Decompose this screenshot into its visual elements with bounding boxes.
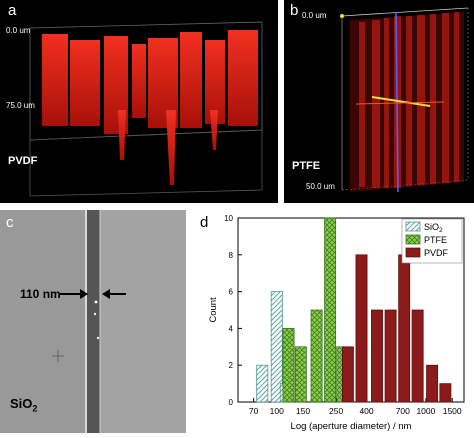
legend-label-sub: 2: [439, 227, 443, 234]
chart-axes: 0 2 4 6 8 10 70 100 150 250 400 700 1000 1500 Log (ape…: [208, 214, 465, 432]
x-tick-label: 250: [329, 406, 343, 416]
panel-c-material-main: SiO: [10, 396, 33, 411]
panel-b-ptfe-confocal: b 0.0 um 50.0 um PTFE: [284, 0, 474, 203]
x-tick-label: 100: [270, 406, 284, 416]
x-axis-label: Log (aperture diameter) / nm: [291, 421, 412, 432]
ptfe-bar: [310, 309, 323, 403]
panel-c-label: c: [6, 214, 14, 231]
x-tick-label: 150: [296, 406, 310, 416]
y-tick-label: 6: [229, 288, 234, 297]
ptfe-bar: [294, 346, 307, 403]
pvdf-bar: [341, 346, 354, 403]
y-tick-label: 8: [229, 251, 234, 260]
sio2-legend-label: SiO2: [424, 222, 443, 234]
ptfe-confocal-image: [340, 7, 469, 193]
panel-a-depth-mid: 75.0 um: [6, 101, 35, 110]
sio2-bar: [256, 364, 269, 403]
x-tick-label: 1500: [443, 406, 462, 416]
panel-b-depth-top: 0.0 um: [302, 11, 327, 20]
y-tick-label: 2: [229, 361, 234, 370]
panel-b-label: b: [290, 2, 299, 19]
sio2-bar: [270, 291, 283, 403]
pvdf-bar: [355, 254, 368, 403]
pvdf-bar: [411, 309, 424, 403]
ptfe-legend-swatch: [405, 234, 421, 245]
panel-b-material: PTFE: [292, 160, 321, 172]
legend-label-main: SiO: [424, 222, 439, 232]
panel-d-histogram: 0 2 4 6 8 10 70 100 150 250 400 700 1000 1500 Log (ape…: [192, 210, 474, 433]
aperture-histogram-chart: 0 2 4 6 8 10 70 100 150 250 400 700 1000 1500 Log (ape…: [208, 214, 465, 432]
chart-bars: [256, 217, 452, 403]
pvdf-bar: [371, 309, 383, 403]
panel-a-material: PVDF: [8, 155, 38, 167]
pvdf-legend-label: PVDF: [424, 248, 449, 258]
pvdf-bar: [384, 309, 397, 403]
pvdf-bar: [426, 364, 439, 403]
sem-measure-label: 110 nm: [20, 287, 61, 301]
sio2-legend-swatch: [405, 221, 421, 232]
pvdf-confocal-image: [29, 21, 263, 197]
panel-c-sem: c 110 nm SiO2: [0, 210, 186, 433]
panel-c-material: SiO2: [10, 396, 37, 414]
ptfe-legend-label: PTFE: [424, 235, 447, 245]
ptfe-bar: [324, 217, 337, 403]
panel-a-pvdf-confocal: a 0.0 um 75.0 um PVDF: [0, 0, 278, 203]
pvdf-bar: [398, 254, 411, 403]
x-tick-label: 70: [249, 406, 259, 416]
pvdf-bar: [439, 383, 452, 403]
panel-a-depth-top: 0.0 um: [6, 26, 31, 35]
x-tick-label: 700: [396, 406, 410, 416]
y-tick-label: 10: [224, 214, 233, 223]
y-axis-label: Count: [208, 297, 219, 323]
sem-image: [0, 210, 186, 433]
x-tick-label: 1000: [416, 406, 435, 416]
y-tick-label: 4: [229, 324, 234, 333]
ptfe-bar: [282, 328, 295, 403]
y-tick-label: 0: [229, 398, 234, 407]
panel-a-label: a: [8, 2, 17, 19]
panel-c-material-sub: 2: [32, 403, 38, 414]
pvdf-legend-swatch: [405, 247, 421, 258]
x-tick-label: 400: [359, 406, 373, 416]
panel-d-label: d: [200, 214, 209, 231]
panel-b-depth-bottom: 50.0 um: [306, 182, 335, 191]
